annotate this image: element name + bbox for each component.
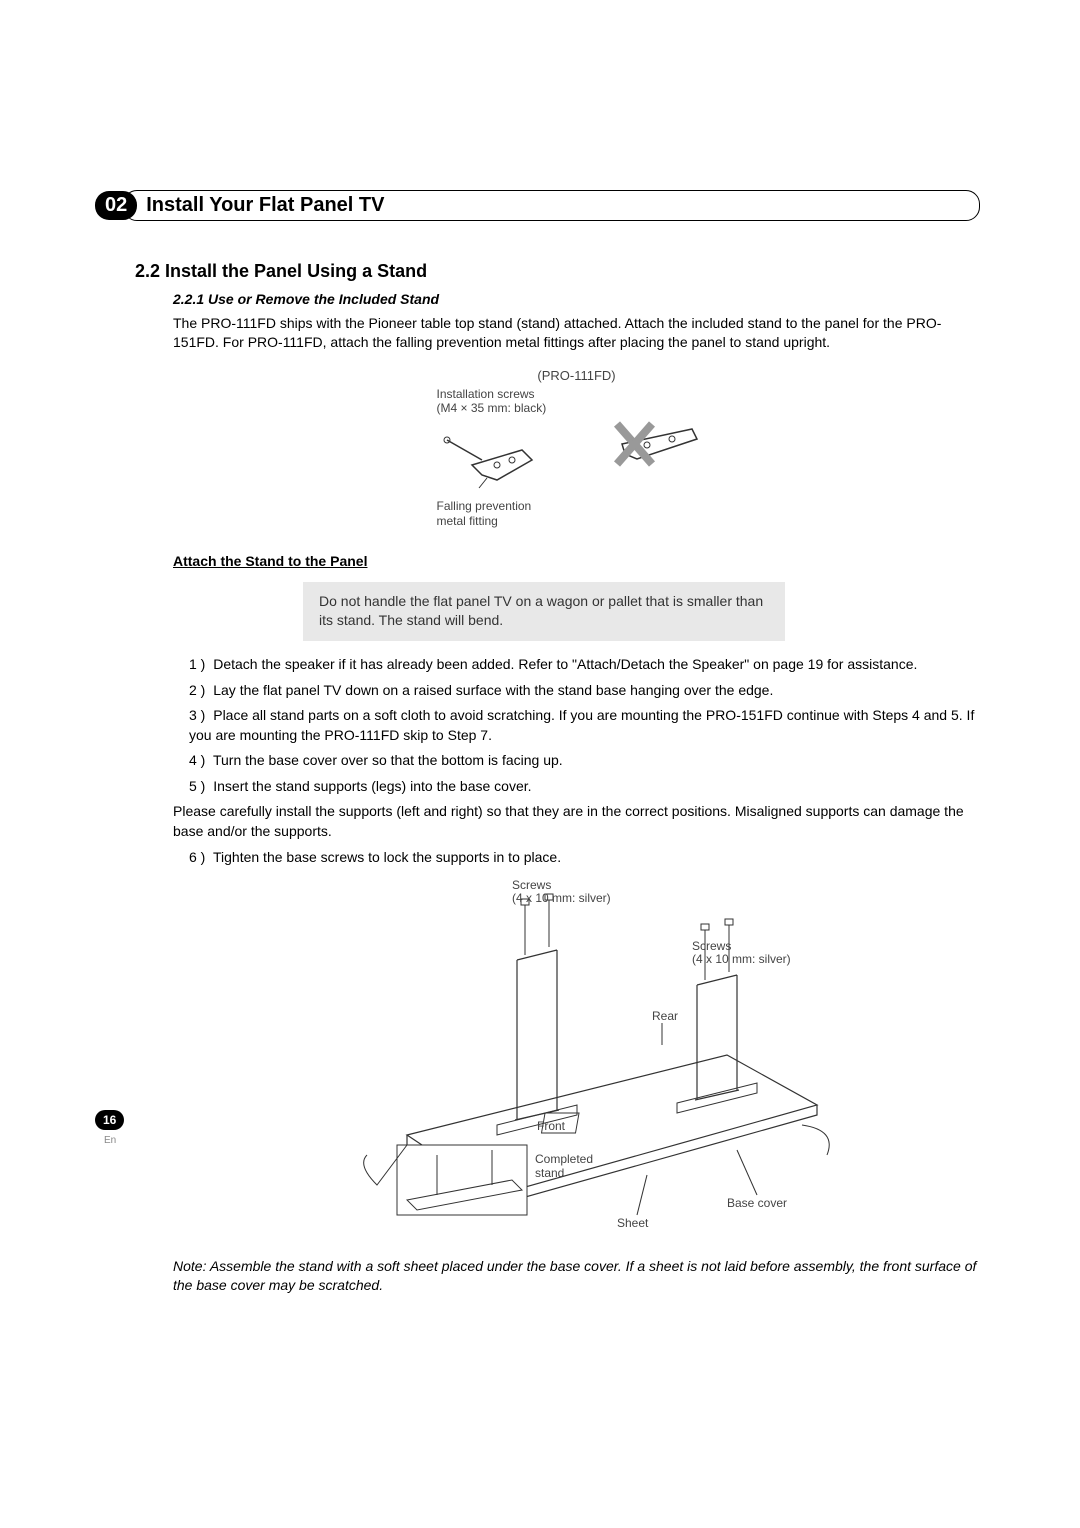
step-6: 6 ) Tighten the base screws to lock the …: [189, 848, 980, 868]
fig1-topline2: (M4 × 35 mm: black): [437, 401, 547, 415]
step6-text: Tighten the base screws to lock the supp…: [213, 849, 561, 865]
subsection-title: 2.2.1 Use or Remove the Included Stand: [173, 290, 980, 310]
steps-list-2: 6 ) Tighten the base screws to lock the …: [173, 848, 980, 868]
fig2-screws1-l1: Screws: [512, 878, 551, 892]
warning-box: Do not handle the flat panel TV on a wag…: [303, 582, 785, 641]
step-5: 5 ) Insert the stand supports (legs) int…: [189, 777, 980, 797]
step-3: 3 ) Place all stand parts on a soft clot…: [189, 706, 980, 745]
chapter-header: 02 Install Your Flat Panel TV: [95, 190, 980, 221]
figure-1: (PRO-111FD) Installation screws (M4 × 35…: [173, 367, 980, 528]
fitting-incorrect-icon: [597, 409, 717, 485]
fig2-completed-l1: Completed: [535, 1152, 593, 1166]
manual-page: 02 Install Your Flat Panel TV 2.2 Instal…: [0, 0, 1080, 1528]
fig2-screws1-l2: (4 x 10 mm: silver): [512, 891, 611, 905]
fig1-botline2: metal fitting: [437, 514, 498, 528]
steps-list-1: 1 ) Detach the speaker if it has already…: [173, 655, 980, 797]
step3-text: Place all stand parts on a soft cloth to…: [213, 707, 555, 723]
step1-text: Detach the speaker if it has already bee…: [213, 656, 514, 672]
fig1-botline1: Falling prevention: [437, 499, 532, 513]
fig2-basecover: Base cover: [727, 1196, 787, 1210]
step2-text: Lay the flat panel TV down on a raised s…: [213, 682, 773, 698]
assembly-note: Note: Assemble the stand with a soft she…: [173, 1257, 980, 1296]
fig2-sheet: Sheet: [617, 1216, 649, 1230]
content-block: 2.2.1 Use or Remove the Included Stand T…: [173, 290, 980, 1296]
step1-sub: Refer to "Attach/Detach the Speaker" on …: [518, 656, 917, 672]
fig2-front: Front: [537, 1119, 566, 1133]
step-2: 2 ) Lay the flat panel TV down on a rais…: [189, 681, 980, 701]
step-4: 4 ) Turn the base cover over so that the…: [189, 751, 980, 771]
figure1-top-label: Installation screws (M4 × 35 mm: black): [437, 387, 557, 416]
step4-text: Turn the base cover over so that the bot…: [213, 752, 563, 768]
subsection-body: The PRO-111FD ships with the Pioneer tab…: [173, 314, 980, 353]
section-title: 2.2 Install the Panel Using a Stand: [135, 261, 980, 282]
attach-heading: Attach the Stand to the Panel: [173, 552, 980, 572]
fig2-screws2-l1: Screws: [692, 939, 731, 953]
figure-model-label: (PRO-111FD): [173, 367, 980, 385]
fig2-rear: Rear: [652, 1009, 678, 1023]
fitting-correct-icon: [437, 420, 557, 496]
step5-text: Insert the stand supports (legs) into th…: [213, 778, 531, 794]
chapter-number-badge: 02: [95, 191, 137, 220]
figure1-bottom-label: Falling prevention metal fitting: [437, 499, 557, 528]
figure-2: Screws (4 x 10 mm: silver) Screws (4 x 1…: [173, 875, 980, 1241]
page-number-badge: 16: [95, 1110, 124, 1130]
chapter-title: Install Your Flat Panel TV: [123, 190, 980, 221]
fig2-screws2-l2: (4 x 10 mm: silver): [692, 952, 791, 966]
stand-assembly-diagram: Screws (4 x 10 mm: silver) Screws (4 x 1…: [297, 875, 857, 1235]
careful-note: Please carefully install the supports (l…: [173, 802, 980, 841]
fig2-completed-l2: stand: [535, 1166, 564, 1180]
step-1: 1 ) Detach the speaker if it has already…: [189, 655, 980, 675]
language-tag: En: [104, 1135, 116, 1146]
fig1-topline1: Installation screws: [437, 387, 535, 401]
